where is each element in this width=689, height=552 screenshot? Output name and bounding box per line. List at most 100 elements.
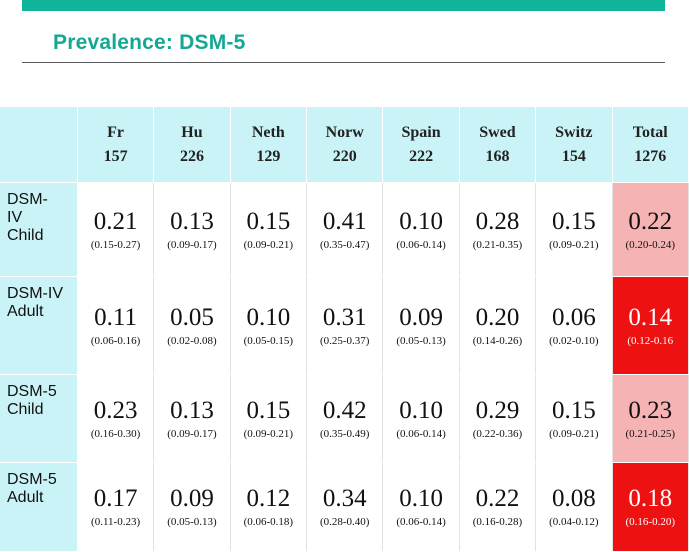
table-cell: 0.17 (0.11-0.23) — [77, 462, 155, 552]
row-label: DSM-IV Adult — [7, 285, 63, 320]
table-cell: 0.41 (0.35-0.47) — [306, 182, 384, 277]
table-cell: 0.20 (0.14-0.26) — [459, 276, 537, 375]
col-header-name: Neth — [251, 123, 285, 141]
cell-ci: (0.06-0.14) — [396, 427, 446, 440]
cell-ci: (0.09-0.21) — [549, 238, 599, 251]
table-cell: 0.09 (0.05-0.13) — [153, 462, 231, 552]
cell-ci: (0.09-0.17) — [167, 238, 217, 251]
table-row: DSM-5 Child 0.23 (0.16-0.30) 0.13 (0.09-0.… — [0, 374, 689, 463]
cell-value: 0.20 — [475, 303, 520, 331]
cell-ci: (0.05-0.15) — [243, 334, 294, 347]
cell-value: 0.15 — [551, 207, 596, 235]
cell-ci: (0.22-0.36) — [472, 427, 523, 440]
table-cell: 0.22 (0.16-0.28) — [459, 462, 537, 552]
cell-value: 0.08 — [551, 485, 596, 512]
row-label-cell: DSM-5 Adult — [0, 462, 78, 552]
table-cell: 0.06 (0.02-0.10) — [535, 276, 613, 375]
table-cell: 0.12 (0.06-0.18) — [230, 462, 308, 552]
prevalence-table: Fr 157 Hu 226 Neth 129 Norw 220 Spain 222 Swe… — [0, 107, 689, 552]
cell-value: 0.22 — [628, 207, 673, 235]
cell-ci: (0.16-0.30) — [90, 427, 141, 440]
cell-value: 0.18 — [628, 485, 673, 512]
col-header-name: Spain — [401, 123, 441, 141]
cell-value: 0.41 — [322, 207, 367, 235]
cell-ci: (0.15-0.27) — [90, 238, 141, 251]
col-header-n: 157 — [103, 147, 128, 165]
col-header-hu: Hu 226 — [153, 107, 231, 183]
total-cell: 0.14 (0.12-0.16 — [612, 276, 689, 375]
cell-ci: (0.05-0.13) — [167, 516, 217, 528]
cell-ci: (0.35-0.47) — [319, 238, 370, 251]
table-cell: 0.13 (0.09-0.17) — [153, 182, 231, 277]
cell-ci: (0.06-0.14) — [396, 516, 446, 528]
col-header-name: Swed — [479, 123, 516, 141]
table-cell: 0.11 (0.06-0.16) — [77, 276, 155, 375]
cell-ci: (0.06-0.14) — [396, 238, 446, 251]
cell-ci: (0.16-0.20) — [625, 516, 676, 528]
cell-value: 0.21 — [93, 207, 138, 235]
cell-ci: (0.02-0.10) — [549, 334, 599, 347]
row-label-cell: DSM- IV Child — [0, 182, 78, 277]
cell-value: 0.34 — [322, 485, 367, 512]
table-row: DSM-5 Adult 0.17 (0.11-0.23) 0.09 (0.05-0.… — [0, 462, 689, 552]
table-row: DSM-IV Adult 0.11 (0.06-0.16) 0.05 (0.02-0… — [0, 276, 689, 375]
cell-value: 0.12 — [246, 485, 291, 512]
table-cell: 0.10 (0.06-0.14) — [382, 462, 460, 552]
col-header-n: 168 — [485, 147, 510, 165]
col-header-norw: Norw 220 — [306, 107, 384, 183]
col-header-n: 129 — [256, 147, 281, 165]
table-cell: 0.42 (0.35-0.49) — [306, 374, 384, 463]
col-header-n: 1276 — [634, 147, 667, 165]
col-header-n: 220 — [332, 147, 357, 165]
cell-value: 0.15 — [551, 396, 596, 424]
col-header-fr: Fr 157 — [77, 107, 155, 183]
cell-value: 0.15 — [246, 207, 291, 235]
cell-value: 0.28 — [475, 207, 520, 235]
top-accent-bar — [22, 0, 665, 11]
cell-ci: (0.02-0.08) — [167, 334, 217, 347]
cell-ci: (0.14-0.26) — [472, 334, 523, 347]
table-cell: 0.15 (0.09-0.21) — [535, 182, 613, 277]
cell-value: 0.05 — [170, 303, 214, 331]
table-cell: 0.21 (0.15-0.27) — [77, 182, 155, 277]
cell-ci: (0.20-0.24) — [625, 238, 676, 251]
cell-value: 0.10 — [399, 485, 443, 512]
cell-value: 0.09 — [399, 303, 443, 331]
title-divider — [22, 62, 665, 63]
table-cell: 0.15 (0.09-0.21) — [535, 374, 613, 463]
cell-value: 0.42 — [322, 396, 367, 424]
table-row: DSM- IV Child 0.21 (0.15-0.27) 0.13 (0.09-… — [0, 182, 689, 277]
col-header-name: Norw — [325, 123, 364, 141]
col-header-name: Total — [632, 123, 668, 141]
cell-value: 0.29 — [475, 396, 520, 424]
col-header-neth: Neth 129 — [230, 107, 308, 183]
cell-value: 0.10 — [399, 396, 443, 424]
table-cell: 0.15 (0.09-0.21) — [230, 374, 308, 463]
cell-ci: (0.21-0.35) — [472, 238, 523, 251]
table-cell: 0.10 (0.05-0.15) — [230, 276, 308, 375]
cell-value: 0.10 — [399, 207, 443, 235]
cell-ci: (0.11-0.23) — [91, 516, 141, 528]
cell-value: 0.15 — [246, 396, 291, 424]
cell-ci: (0.28-0.40) — [319, 516, 370, 528]
cell-ci: (0.25-0.37) — [319, 334, 370, 347]
cell-value: 0.13 — [170, 207, 214, 235]
cell-ci: (0.09-0.17) — [167, 427, 217, 440]
row-label: DSM- IV Child — [7, 191, 48, 244]
cell-value: 0.23 — [628, 396, 673, 424]
cell-value: 0.11 — [94, 303, 137, 331]
table-cell: 0.09 (0.05-0.13) — [382, 276, 460, 375]
cell-value: 0.06 — [551, 303, 596, 331]
table-cell: 0.23 (0.16-0.30) — [77, 374, 155, 463]
cell-ci: (0.05-0.13) — [396, 334, 446, 347]
col-header-name: Switz — [555, 123, 593, 141]
cell-value: 0.31 — [322, 303, 367, 331]
cell-ci: (0.12-0.16 — [627, 334, 674, 347]
col-header-swed: Swed 168 — [459, 107, 537, 183]
table-cell: 0.31 (0.25-0.37) — [306, 276, 384, 375]
col-header-n: 154 — [561, 147, 586, 165]
cell-value: 0.17 — [93, 485, 138, 512]
cell-value: 0.09 — [170, 485, 214, 512]
cell-ci: (0.09-0.21) — [243, 238, 294, 251]
table-cell: 0.10 (0.06-0.14) — [382, 182, 460, 277]
